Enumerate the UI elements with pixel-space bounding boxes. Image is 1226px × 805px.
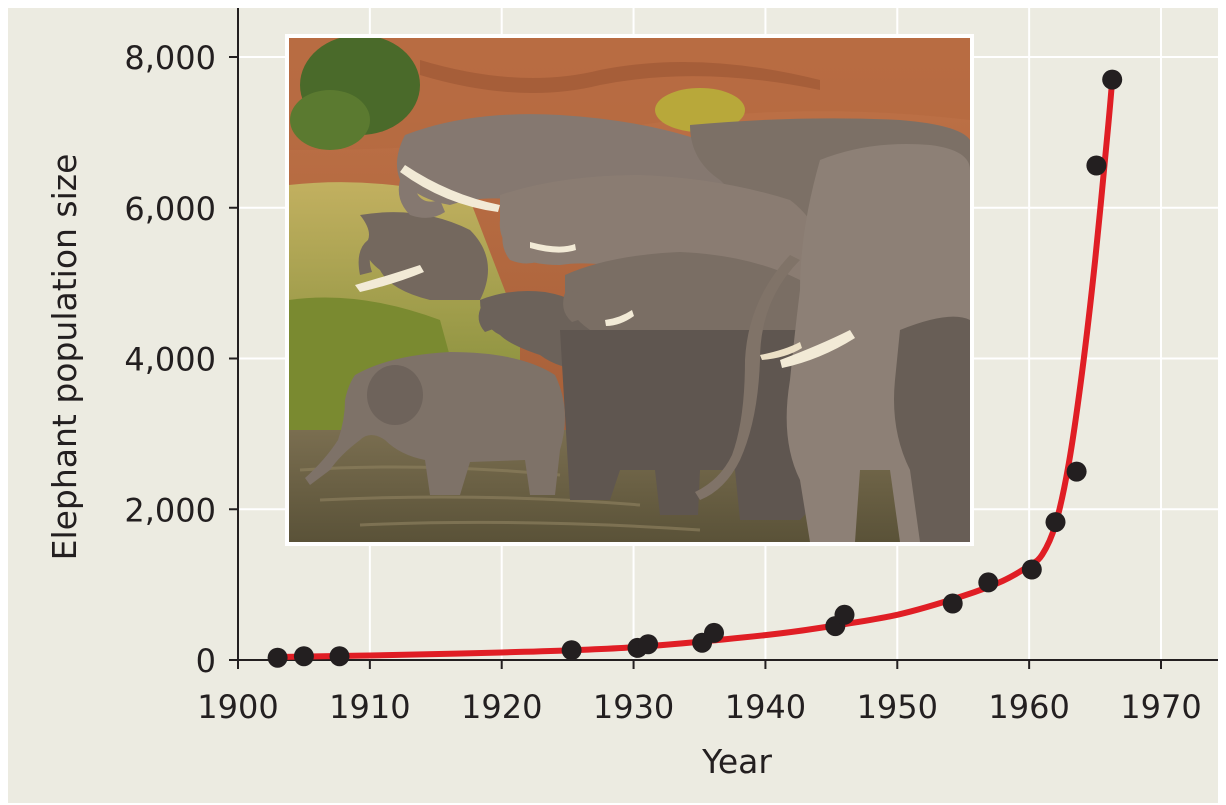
data-point [704,622,724,643]
x-tick-label: 1900 [197,688,278,726]
x-tick-label: 1910 [329,688,410,726]
data-point [834,604,855,625]
y-tick-label: 4,000 [124,341,216,379]
y-tick-label: 2,000 [124,491,216,529]
data-point [1086,155,1107,176]
data-point [942,593,963,614]
data-point [1021,559,1042,580]
x-tick-label: 1970 [1120,688,1201,726]
y-tick-label: 6,000 [124,190,216,228]
axes [229,8,1218,669]
y-tick-label: 8,000 [124,39,216,77]
x-tick-label: 1920 [461,688,542,726]
data-point [1066,461,1087,482]
x-tick-label: 1950 [857,688,938,726]
data-point [561,640,582,661]
data-points [267,69,1123,668]
data-point [267,647,288,668]
x-tick-label: 1940 [725,688,806,726]
data-point [293,646,314,667]
data-point [1045,512,1066,533]
tick-labels: 1900 1910 1920 1930 1940 1950 1960 1970 0 2,000 4,… [124,39,1201,726]
x-tick-label: 1960 [988,688,1069,726]
data-point [329,646,350,667]
inset-photo-elephants [285,34,974,546]
data-point [638,634,659,655]
y-tick-label: 0 [196,642,216,680]
y-axis-title: Elephant population size [45,154,84,561]
x-axis-title: Year [701,742,772,781]
data-point [978,572,999,593]
data-point [1102,69,1123,90]
x-tick-label: 1930 [593,688,674,726]
